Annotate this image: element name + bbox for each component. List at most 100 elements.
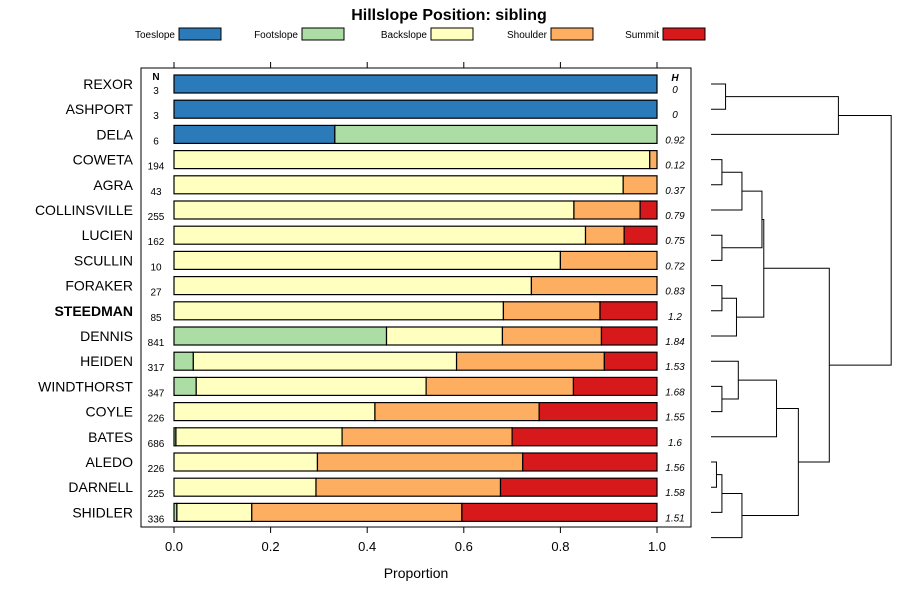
n-value: 27: [150, 288, 162, 299]
row-label: WINDTHORST: [38, 378, 133, 394]
bar-segment-toeslope: [173, 124, 336, 145]
bar-segment-summit: [572, 376, 658, 396]
h-value: 0.37: [665, 186, 685, 197]
legend: Toeslope Footslope Backslope Shoulder Summit: [135, 27, 706, 41]
x-tick-label: 1.0: [648, 539, 666, 554]
bar-segment-backslope: [192, 351, 458, 371]
bar-segment-shoulder: [573, 200, 641, 220]
chart-title: Hillslope Position: sibling: [351, 7, 547, 24]
h-value: 1.6: [668, 438, 682, 449]
bar-segment-shoulder: [341, 427, 513, 447]
bar-segment-backslope: [195, 376, 427, 396]
dendrogram-link: [711, 385, 723, 413]
legend-label-shoulder: Shoulder: [507, 30, 548, 41]
row-label: DARNELL: [68, 479, 133, 495]
n-value: 336: [148, 514, 165, 525]
row-label: ALEDO: [86, 454, 134, 470]
bar-segment-backslope: [173, 200, 575, 220]
bar-segment-summit: [600, 326, 658, 346]
h-value: 1.68: [665, 387, 685, 398]
legend-label-footslope: Footslope: [254, 30, 298, 41]
n-value: 3: [153, 86, 159, 97]
bar-segment-shoulder: [455, 351, 605, 371]
bar-segment-summit: [603, 351, 658, 371]
row-heiden: HEIDEN 317 1.53: [80, 351, 685, 374]
bar-segment-shoulder: [425, 376, 575, 396]
h-value: 0: [672, 110, 678, 121]
bar-rows: REXOR 3 0 ASHPORT 3 0 DELA 6 0.92 COWETA 194 0.12 AG…: [35, 74, 685, 525]
dendrogram-link: [711, 379, 778, 438]
row-label: STEEDMAN: [54, 303, 133, 319]
n-value: 841: [148, 338, 165, 349]
dendrogram-link: [711, 171, 743, 211]
n-value: 255: [148, 212, 165, 223]
n-value: 317: [148, 363, 165, 374]
dendrogram: [711, 83, 892, 539]
column-headers: N H: [152, 72, 679, 84]
h-value: 1.55: [665, 413, 685, 424]
bar-segment-shoulder: [251, 502, 463, 522]
h-value: 0.72: [665, 261, 685, 272]
row-coyle: COYLE 226 1.55: [86, 402, 685, 425]
dendrogram-link: [829, 115, 892, 366]
n-value: 194: [148, 162, 165, 173]
bar-segment-shoulder: [584, 225, 625, 245]
h-value: 0.79: [665, 211, 685, 222]
row-scullin: SCULLIN 10 0.72: [74, 250, 685, 273]
x-tick-label: 0.0: [165, 539, 183, 554]
dendrogram-link: [711, 96, 839, 135]
dendrogram-link: [711, 297, 737, 337]
row-label: COLLINSVILLE: [35, 202, 133, 218]
bar-segment-shoulder: [502, 301, 601, 321]
dendrogram-link: [736, 218, 765, 318]
n-value: 3: [153, 111, 159, 122]
legend-swatch-footslope: [301, 27, 345, 41]
bar-segment-backslope: [385, 326, 504, 346]
n-value: 10: [150, 262, 162, 273]
h-value: 1.53: [665, 362, 685, 373]
dendrogram-link: [711, 461, 717, 488]
n-column-header: N: [152, 72, 159, 83]
bar-segment-backslope: [173, 301, 505, 321]
h-value: 0: [672, 85, 678, 96]
row-aledo: ALEDO 226 1.56: [86, 452, 685, 475]
bar-segment-backslope: [173, 250, 561, 270]
row-steedman: STEEDMAN 85 1.2: [54, 301, 682, 324]
x-tick-label: 0.2: [262, 539, 280, 554]
dendrogram-link: [711, 360, 739, 400]
row-label: BATES: [88, 429, 133, 445]
n-value: 686: [148, 439, 165, 450]
row-label: FORAKER: [65, 278, 133, 294]
h-column-header: H: [671, 73, 679, 84]
bar-segment-footslope: [173, 326, 388, 346]
bar-segment-footslope: [173, 376, 197, 396]
x-axis: 0.0 0.2 0.4 0.6 0.8 1.0: [165, 527, 666, 554]
bar-segment-footslope: [334, 124, 658, 145]
n-value: 6: [153, 136, 159, 147]
n-value: 225: [148, 489, 165, 500]
bar-segment-backslope: [173, 276, 533, 296]
bar-segment-backslope: [173, 452, 319, 472]
dendrogram-link: [763, 267, 830, 463]
bar-segment-summit: [499, 477, 658, 497]
h-value: 0.75: [665, 236, 685, 247]
x-tick-label: 0.6: [455, 539, 473, 554]
top-axis-ticks: [173, 62, 658, 68]
x-tick-label: 0.8: [551, 539, 569, 554]
bar-segment-summit: [522, 452, 658, 472]
row-label: DELA: [96, 126, 133, 142]
bar-segment-toeslope: [173, 74, 658, 94]
dendrogram-link: [711, 159, 723, 186]
row-label: REXOR: [83, 76, 133, 92]
dendrogram-link: [741, 407, 799, 517]
bar-segment-toeslope: [173, 99, 658, 119]
h-value: 0.92: [665, 135, 685, 146]
row-label: DENNIS: [80, 328, 133, 344]
n-value: 226: [148, 414, 165, 425]
bar-segment-shoulder: [559, 250, 658, 270]
bar-segment-shoulder: [315, 477, 502, 497]
n-value: 43: [150, 187, 162, 198]
bar-segment-backslope: [173, 225, 587, 245]
bar-segment-backslope: [173, 477, 317, 497]
